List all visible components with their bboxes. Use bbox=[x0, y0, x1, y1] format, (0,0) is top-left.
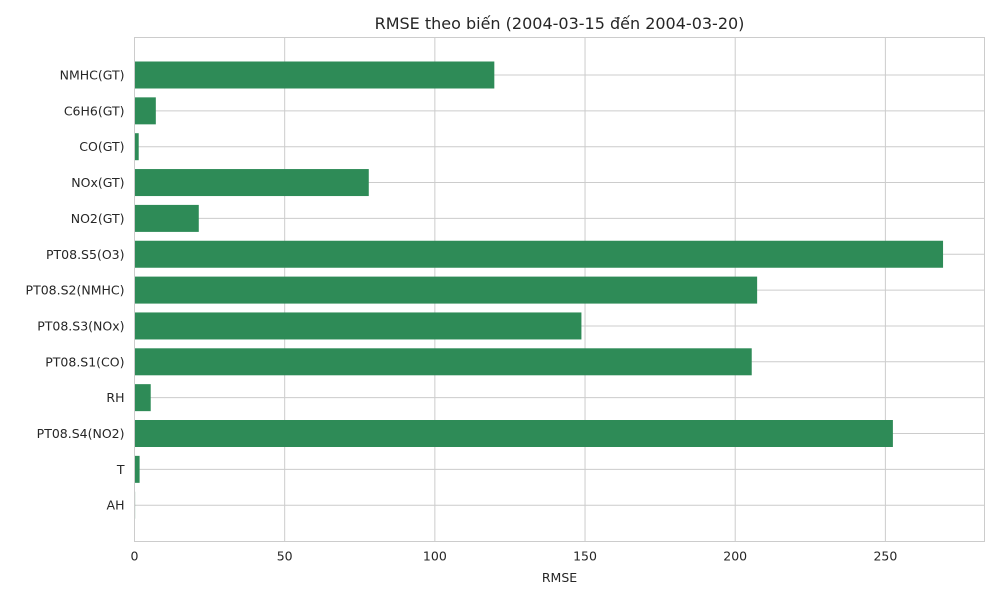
x-tick-labels: 0 50 100 150 200 250 bbox=[131, 549, 898, 564]
y-tick-label: PT08.S3(NOx) bbox=[37, 318, 124, 333]
x-tick-label: 200 bbox=[723, 549, 747, 564]
bar-no2-gt bbox=[134, 204, 199, 232]
bar-rh bbox=[134, 384, 151, 412]
x-axis-label: RMSE bbox=[542, 570, 577, 585]
y-tick-label: CO(GT) bbox=[79, 139, 124, 154]
bar-nmhc-gt bbox=[134, 61, 495, 89]
bar-pt08-s5-o3 bbox=[134, 240, 944, 268]
bar-c6h6-gt bbox=[134, 97, 156, 125]
y-tick-label: NMHC(GT) bbox=[60, 68, 125, 83]
x-tick-label: 150 bbox=[573, 549, 597, 564]
y-tick-label: NO2(GT) bbox=[71, 211, 125, 226]
bar-t bbox=[134, 455, 140, 483]
x-tick-label: 250 bbox=[873, 549, 897, 564]
y-tick-label: PT08.S2(NMHC) bbox=[26, 283, 125, 298]
bar-pt08-s2-nmhc bbox=[134, 276, 758, 304]
y-tick-label: T bbox=[116, 462, 125, 477]
bars bbox=[134, 61, 944, 519]
y-tick-label: NOx(GT) bbox=[71, 175, 124, 190]
y-tick-label: PT08.S1(CO) bbox=[45, 354, 124, 369]
y-tick-label: PT08.S4(NO2) bbox=[37, 426, 125, 441]
bar-co-gt bbox=[134, 133, 139, 161]
chart-title: RMSE theo biến (2004-03-15 đến 2004-03-2… bbox=[375, 14, 745, 33]
y-tick-label: AH bbox=[107, 498, 125, 513]
y-tick-label: RH bbox=[106, 390, 124, 405]
bar-pt08-s3-nox bbox=[134, 312, 582, 340]
x-tick-label: 100 bbox=[423, 549, 447, 564]
bar-pt08-s4-no2 bbox=[134, 420, 893, 447]
bar-nox-gt bbox=[134, 169, 369, 197]
y-tick-labels: NMHC(GT) C6H6(GT) CO(GT) NOx(GT) NO2(GT) PT08… bbox=[26, 68, 125, 513]
y-tick-label: PT08.S5(O3) bbox=[46, 247, 125, 262]
y-tick-label: C6H6(GT) bbox=[64, 103, 125, 118]
x-tick-label: 0 bbox=[131, 549, 139, 564]
x-tick-label: 50 bbox=[277, 549, 293, 564]
plot-frame bbox=[134, 37, 985, 542]
bar-pt08-s1-co bbox=[134, 348, 752, 376]
